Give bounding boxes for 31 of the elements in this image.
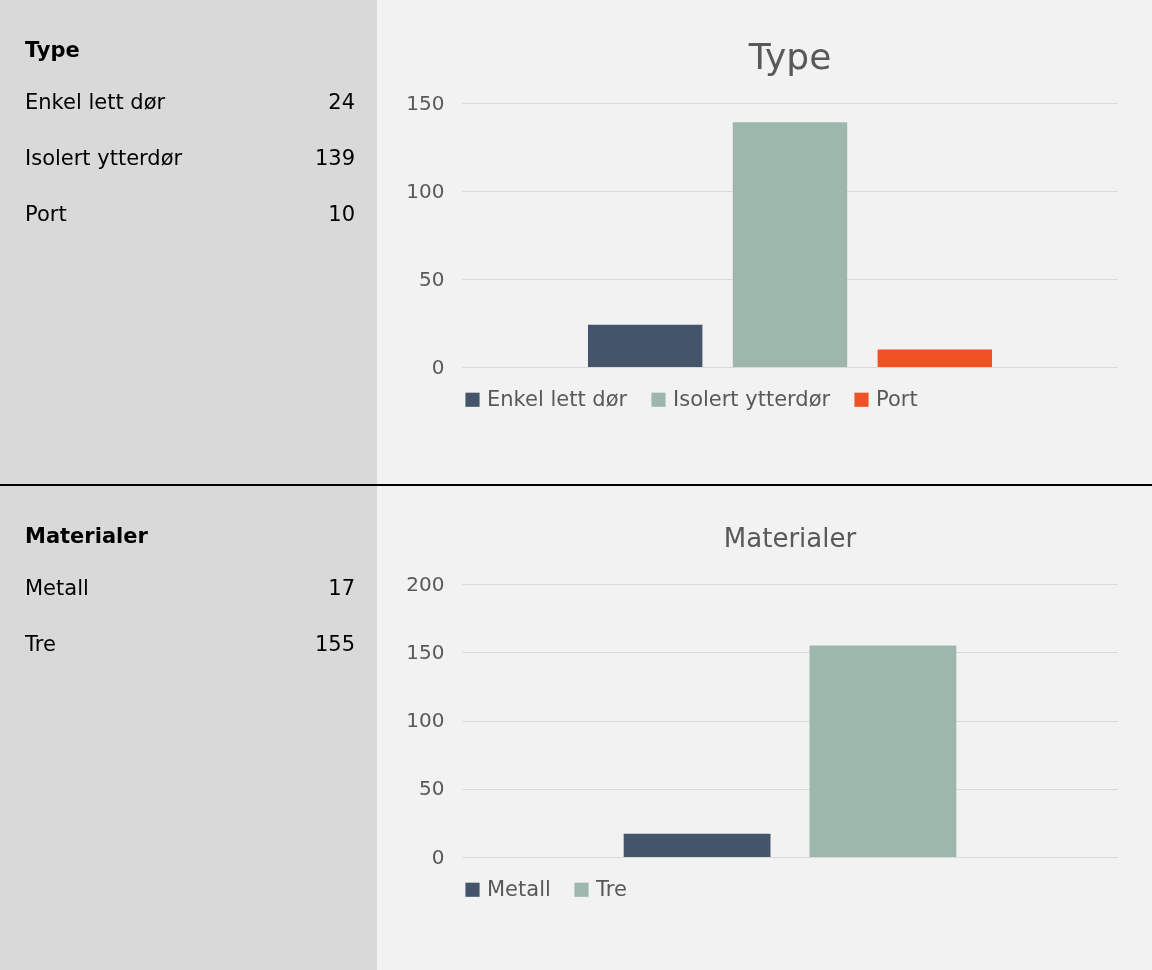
legend-label: Isolert ytterdør [673, 386, 831, 411]
category-label: Port [25, 202, 67, 226]
category-label: Enkel lett dør [25, 90, 166, 114]
category-label: Tre [24, 632, 56, 656]
y-tick-label: 50 [419, 776, 445, 801]
data-label: 24 [328, 90, 355, 114]
y-tick-label: 0 [431, 354, 445, 379]
text: Type [25, 38, 80, 62]
category-label: Isolert ytterdør [25, 146, 183, 170]
bar [877, 349, 993, 367]
chart-title: Type [747, 36, 832, 77]
y-tick-label: 0 [431, 844, 445, 869]
text: Materialer [25, 524, 149, 548]
bar [587, 324, 703, 367]
data-label: 17 [328, 576, 355, 600]
y-tick-label: 200 [406, 571, 445, 596]
data-label: 10 [328, 202, 355, 226]
data-label: 139 [314, 146, 355, 170]
data-label: 155 [314, 632, 355, 656]
legend-label: Metall [487, 876, 551, 901]
legend-label: Tre [595, 876, 627, 901]
y-tick-label: 50 [419, 266, 445, 291]
chart-title: Materialer [723, 523, 857, 553]
legend-label: Enkel lett dør [487, 386, 628, 411]
y-tick-label: 150 [406, 639, 445, 664]
y-tick-label: 150 [406, 90, 445, 115]
y-tick-label: 100 [406, 178, 445, 203]
y-tick-label: 100 [406, 708, 445, 732]
category-label: Metall [25, 576, 89, 600]
bar [732, 122, 848, 367]
legend-label: Port [876, 386, 918, 411]
